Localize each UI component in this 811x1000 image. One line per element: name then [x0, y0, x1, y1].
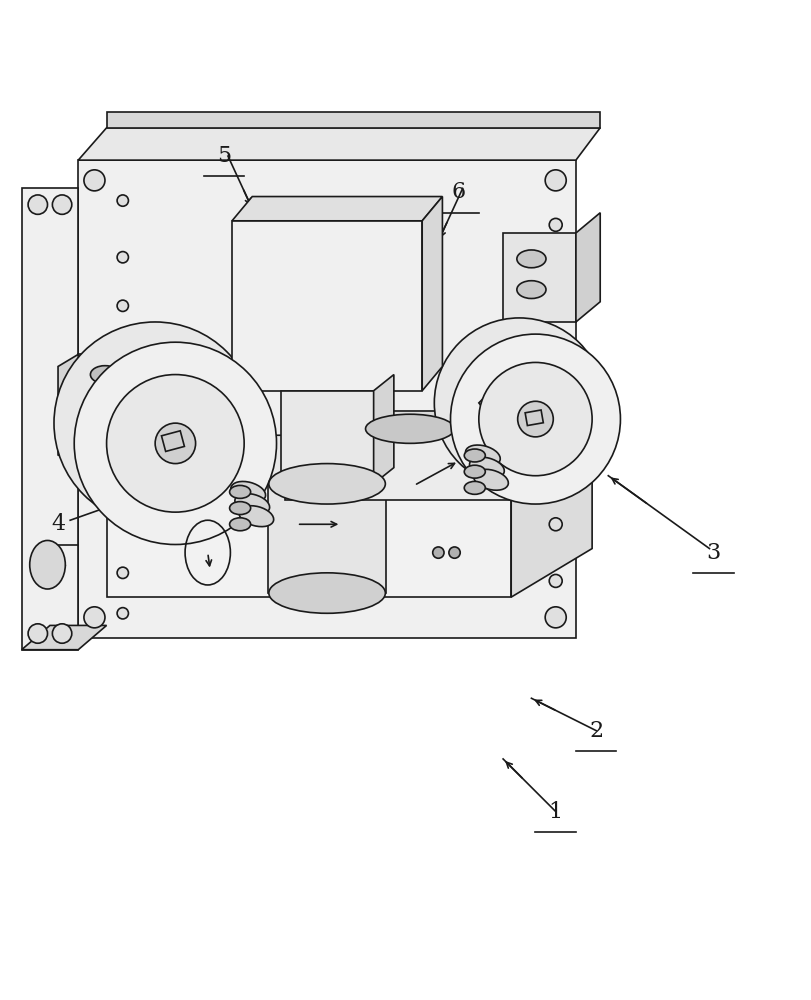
- Ellipse shape: [548, 574, 561, 587]
- Ellipse shape: [548, 388, 561, 401]
- Ellipse shape: [548, 445, 561, 458]
- Polygon shape: [232, 221, 422, 391]
- Text: 1: 1: [548, 801, 562, 823]
- Ellipse shape: [28, 195, 48, 214]
- Bar: [525, 410, 543, 426]
- Ellipse shape: [448, 547, 460, 558]
- Ellipse shape: [548, 218, 561, 231]
- Ellipse shape: [464, 465, 485, 478]
- Polygon shape: [58, 354, 78, 455]
- Ellipse shape: [117, 567, 128, 578]
- Polygon shape: [422, 197, 442, 391]
- Ellipse shape: [117, 454, 128, 465]
- Text: 4: 4: [51, 513, 65, 535]
- Ellipse shape: [548, 275, 561, 288]
- Ellipse shape: [432, 547, 444, 558]
- Polygon shape: [373, 375, 393, 484]
- Ellipse shape: [84, 170, 105, 191]
- Polygon shape: [526, 411, 583, 500]
- Ellipse shape: [117, 300, 128, 311]
- Polygon shape: [78, 128, 599, 160]
- Ellipse shape: [30, 540, 65, 589]
- Ellipse shape: [90, 366, 119, 383]
- Polygon shape: [106, 112, 599, 128]
- Ellipse shape: [117, 511, 128, 522]
- Ellipse shape: [365, 414, 454, 443]
- Polygon shape: [285, 439, 526, 500]
- Polygon shape: [106, 435, 591, 484]
- Ellipse shape: [548, 518, 561, 531]
- Polygon shape: [106, 484, 511, 597]
- Ellipse shape: [74, 342, 277, 545]
- Ellipse shape: [450, 334, 620, 504]
- Ellipse shape: [465, 445, 500, 466]
- Ellipse shape: [90, 414, 119, 432]
- Ellipse shape: [54, 322, 256, 524]
- Ellipse shape: [52, 195, 71, 214]
- Ellipse shape: [517, 401, 552, 437]
- Ellipse shape: [117, 397, 128, 409]
- Polygon shape: [281, 391, 373, 484]
- Polygon shape: [511, 435, 591, 597]
- Polygon shape: [22, 188, 78, 650]
- Ellipse shape: [230, 481, 265, 502]
- Ellipse shape: [230, 485, 251, 498]
- Polygon shape: [78, 354, 135, 443]
- Polygon shape: [478, 387, 523, 439]
- Ellipse shape: [117, 608, 128, 619]
- Ellipse shape: [469, 457, 504, 478]
- Ellipse shape: [464, 481, 485, 494]
- Ellipse shape: [106, 375, 244, 512]
- Ellipse shape: [234, 494, 269, 514]
- Ellipse shape: [117, 252, 128, 263]
- Polygon shape: [268, 484, 385, 593]
- Text: 5: 5: [217, 145, 230, 167]
- Polygon shape: [285, 411, 583, 439]
- Ellipse shape: [268, 573, 385, 613]
- Ellipse shape: [155, 423, 195, 464]
- Ellipse shape: [117, 349, 128, 360]
- Ellipse shape: [52, 624, 71, 643]
- Ellipse shape: [464, 449, 485, 462]
- Text: 2: 2: [588, 720, 603, 742]
- Polygon shape: [22, 625, 106, 650]
- Ellipse shape: [544, 607, 565, 628]
- Ellipse shape: [238, 506, 273, 527]
- Ellipse shape: [230, 502, 251, 515]
- Ellipse shape: [117, 195, 128, 206]
- Ellipse shape: [548, 332, 561, 345]
- Text: 6: 6: [451, 181, 465, 203]
- Ellipse shape: [473, 469, 508, 490]
- Ellipse shape: [517, 250, 545, 268]
- Bar: [161, 431, 184, 451]
- Ellipse shape: [230, 518, 251, 531]
- Polygon shape: [575, 213, 599, 322]
- Ellipse shape: [84, 607, 105, 628]
- Text: 3: 3: [706, 542, 719, 564]
- Ellipse shape: [90, 390, 119, 408]
- Ellipse shape: [478, 362, 591, 476]
- Ellipse shape: [517, 281, 545, 299]
- Polygon shape: [503, 233, 575, 322]
- Ellipse shape: [434, 318, 603, 488]
- Polygon shape: [78, 160, 575, 638]
- Polygon shape: [232, 197, 442, 221]
- Ellipse shape: [544, 170, 565, 191]
- Ellipse shape: [28, 624, 48, 643]
- Ellipse shape: [268, 464, 385, 504]
